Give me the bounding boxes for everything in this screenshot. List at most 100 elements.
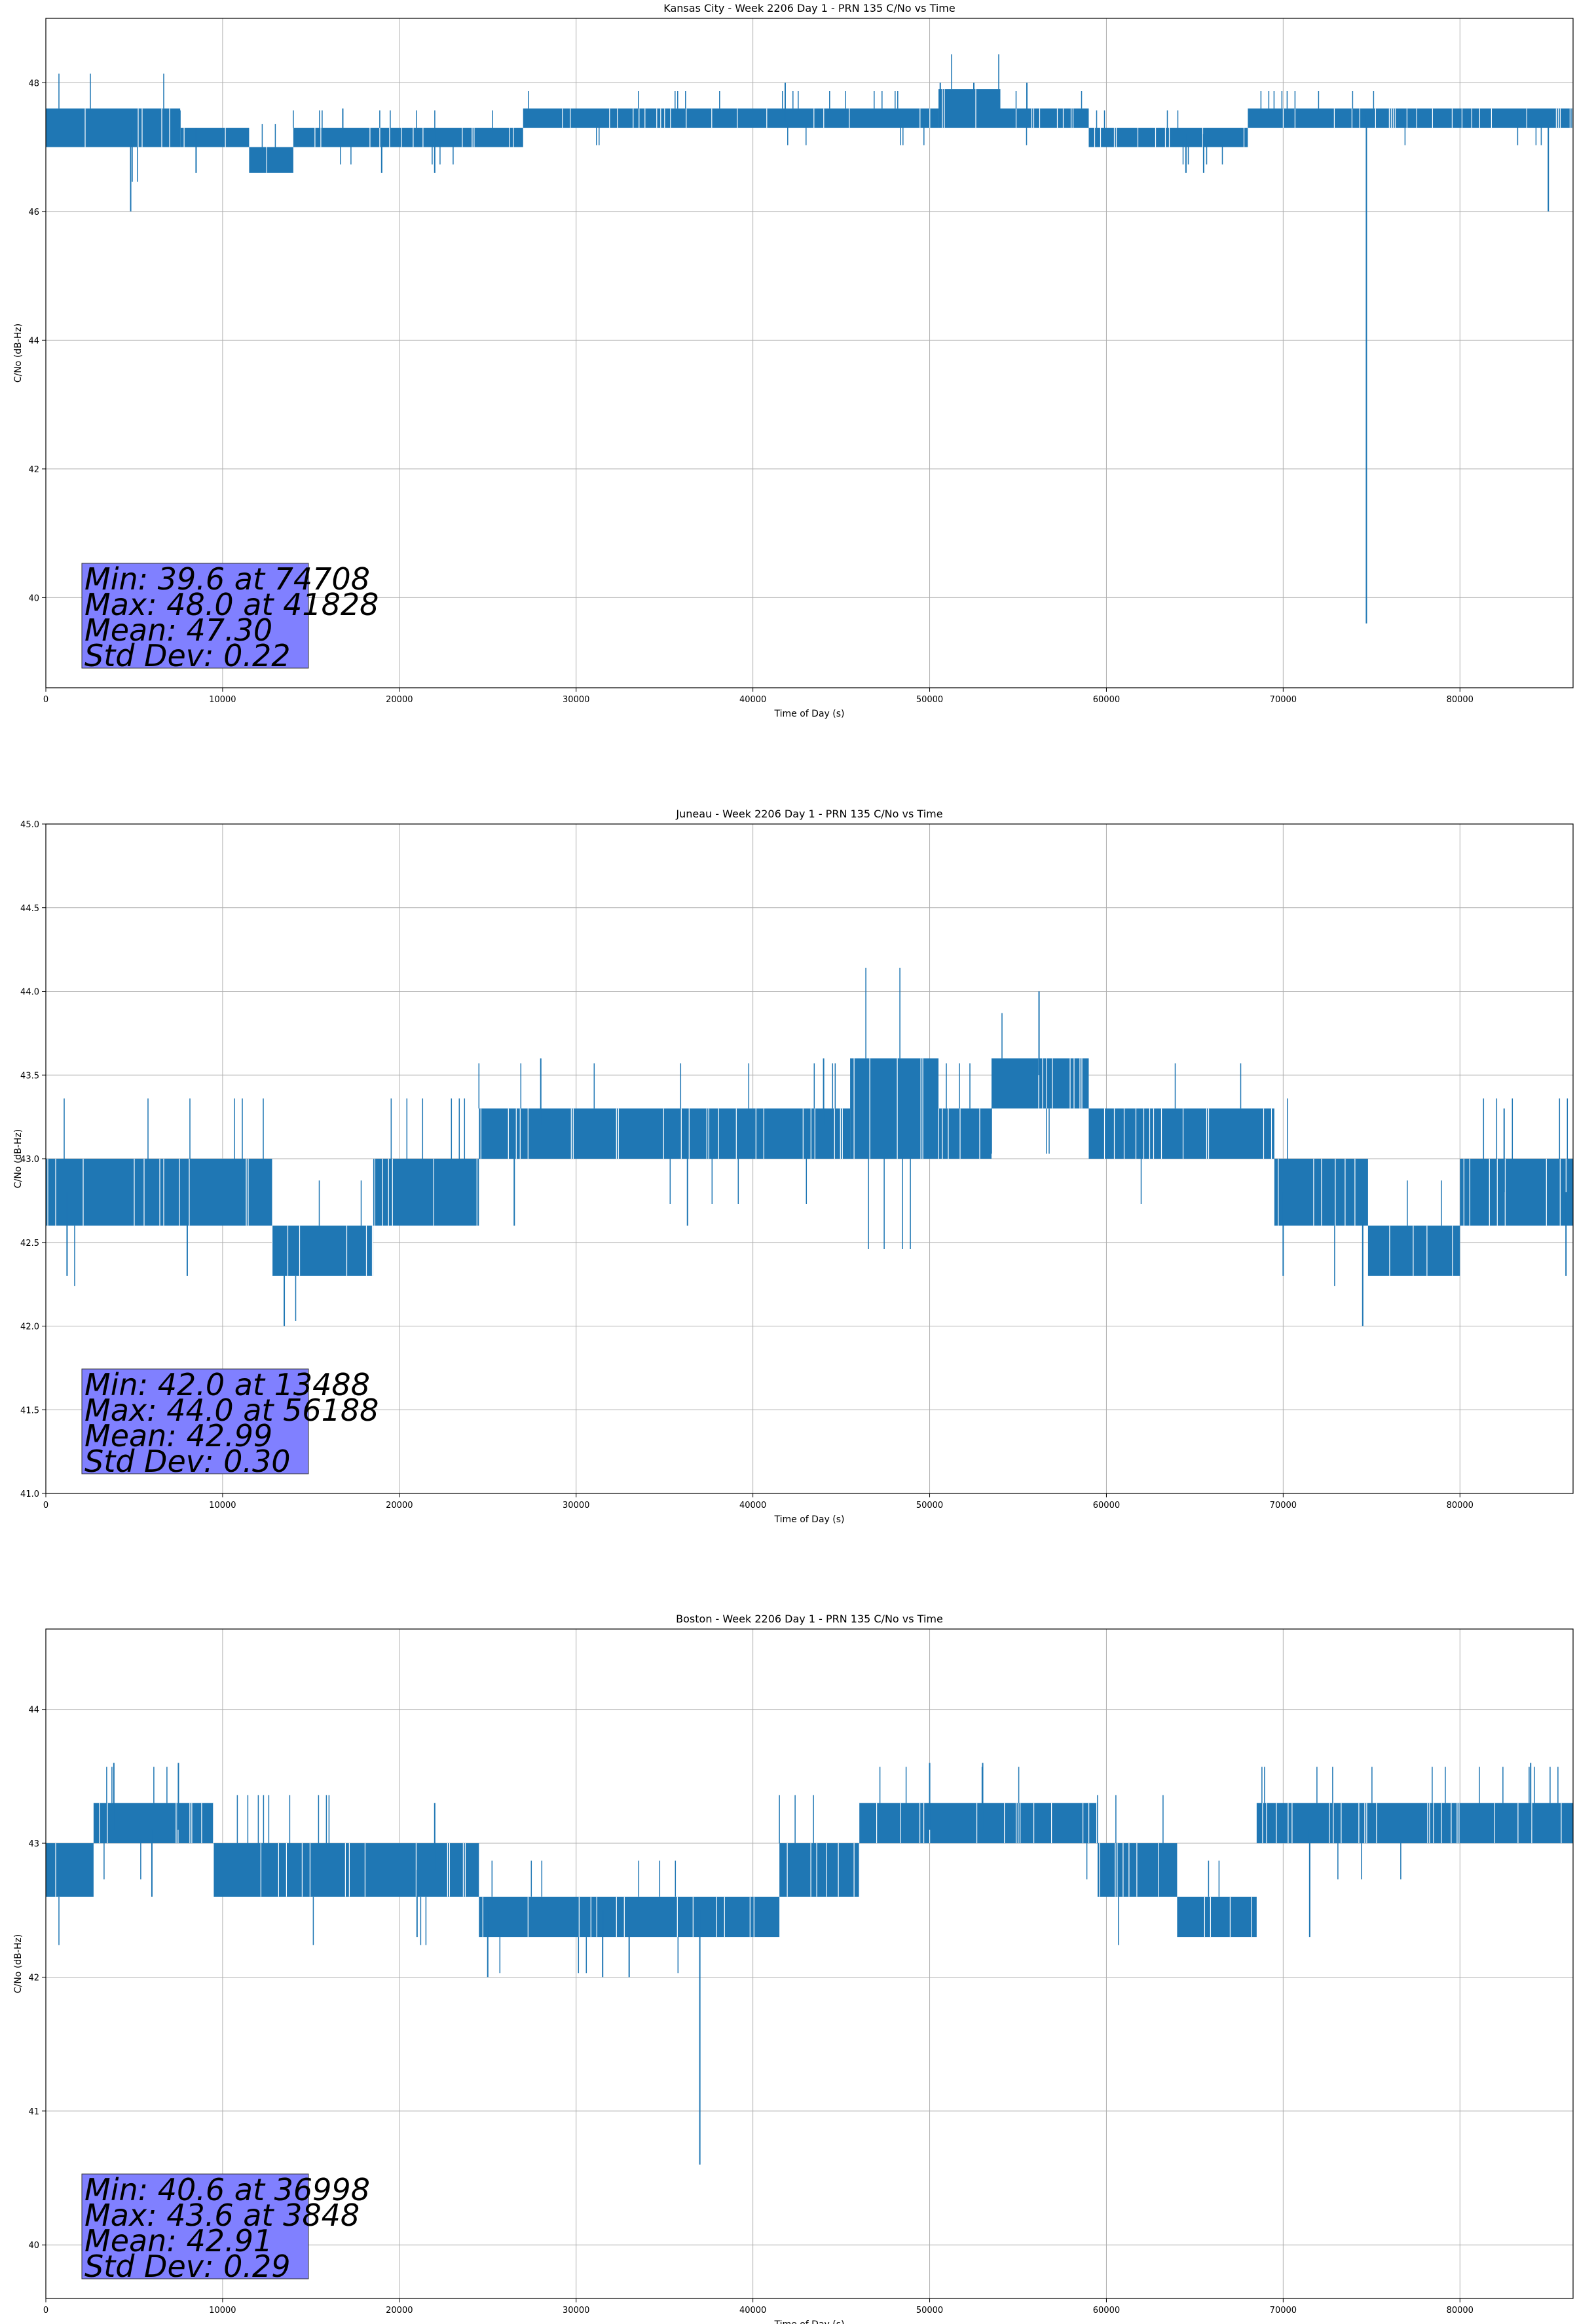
series-band <box>1000 108 1089 128</box>
x-tick-label: 10000 <box>209 2306 236 2315</box>
series-band <box>859 1803 1098 1844</box>
stats-line: Std Dev: 0.22 <box>84 638 291 673</box>
series-gap <box>562 108 931 128</box>
series-band <box>46 1159 272 1226</box>
y-tick-label: 43.5 <box>20 1071 39 1081</box>
series-gap <box>183 128 226 147</box>
x-tick-label: 70000 <box>1270 1501 1297 1510</box>
y-tick-label: 42.5 <box>20 1239 39 1248</box>
series-excursion <box>1407 1180 1442 1226</box>
x-tick-label: 80000 <box>1447 1501 1474 1510</box>
series-excursion <box>1096 110 1223 165</box>
y-tick-label: 41 <box>28 2107 39 2117</box>
x-tick-label: 50000 <box>916 2306 943 2315</box>
series-band <box>249 147 293 173</box>
chart-panel: 0 10000 20000 30000 40000 50000 60000 70000 8000… <box>13 1613 1574 2324</box>
x-tick-label: 0 <box>43 695 48 705</box>
series-band <box>93 1803 214 1844</box>
y-axis-label: C/No (dB-Hz) <box>13 324 24 383</box>
x-tick-label: 60000 <box>1093 1501 1120 1510</box>
series-gap <box>787 1843 855 1897</box>
stats-line: Min: 39.6 at 74708 <box>84 561 370 597</box>
axes-frame <box>45 1628 1574 2299</box>
x-tick-label: 80000 <box>1447 695 1474 705</box>
x-tick-label: 30000 <box>563 1501 589 1510</box>
x-axis-label: Time of Day (s) <box>774 1514 845 1525</box>
stats-box <box>81 1368 309 1474</box>
series-gap <box>1389 1226 1453 1276</box>
stats-line: Std Dev: 0.29 <box>84 2249 291 2284</box>
series-band <box>293 128 523 147</box>
series-excursion <box>1483 1098 1568 1159</box>
series-gap <box>1015 108 1074 128</box>
stats-line: Mean: 47.30 <box>84 612 272 648</box>
series-excursion <box>58 73 164 182</box>
series-gap <box>853 1058 923 1159</box>
y-tick-label: 43 <box>28 1839 39 1849</box>
axes-frame <box>45 823 1574 1494</box>
y-tick-label: 44 <box>28 336 39 346</box>
series-excursion <box>478 1063 836 1204</box>
series-band <box>1097 1843 1178 1897</box>
stats-line: Max: 43.6 at 3848 <box>84 2198 360 2233</box>
series-band <box>1367 1226 1460 1276</box>
series-band <box>938 89 1001 128</box>
series-gap <box>47 1159 249 1226</box>
series-excursion <box>1097 1795 1164 1945</box>
series-gap <box>1463 1159 1567 1226</box>
series-band <box>479 1108 851 1159</box>
series-line <box>46 1763 1573 2165</box>
y-tick-label: 40 <box>28 593 39 603</box>
series-band <box>938 1108 992 1159</box>
series-gap <box>1262 1803 1562 1844</box>
series-excursion <box>1260 91 1542 145</box>
series-excursion <box>64 1098 264 1286</box>
chart-title: Boston - Week 2206 Day 1 - PRN 135 C/No … <box>676 1613 943 1625</box>
series-band <box>1088 128 1248 147</box>
series-excursion <box>1140 1063 1242 1204</box>
series-excursion <box>528 91 925 145</box>
y-tick-label: 44.5 <box>20 904 39 914</box>
series-band <box>850 1058 939 1159</box>
y-tick-label: 42 <box>28 1973 39 1983</box>
series-gap <box>1204 1896 1252 1938</box>
chart-panel: 0 10000 20000 30000 40000 50000 60000 70000 8000… <box>13 2 1574 719</box>
series-excursion <box>261 124 276 147</box>
stats-line: Min: 40.6 at 36998 <box>84 2172 370 2207</box>
x-axis-label: Time of Day (s) <box>774 709 845 719</box>
series-band <box>992 1058 1089 1109</box>
x-tick-label: 50000 <box>916 695 943 705</box>
series-gap <box>260 1843 466 1897</box>
series-gap <box>480 1108 843 1159</box>
series-gap <box>314 128 514 147</box>
series-band <box>523 108 939 128</box>
series-gap <box>1104 1108 1272 1159</box>
series-gap <box>1094 128 1245 147</box>
x-tick-label: 0 <box>43 2306 48 2315</box>
series-band <box>46 108 181 147</box>
x-tick-label: 60000 <box>1093 695 1120 705</box>
series-excursion <box>103 1767 168 1880</box>
chart-panel: 0 10000 20000 30000 40000 50000 60000 70000 8000… <box>13 808 1574 1525</box>
series-gap <box>1278 1159 1356 1226</box>
series-band <box>1460 1159 1573 1226</box>
y-tick-label: 44 <box>28 1706 39 1715</box>
x-tick-label: 10000 <box>209 695 236 705</box>
y-tick-label: 41.0 <box>20 1490 39 1499</box>
series-band <box>779 1843 859 1897</box>
stats-box <box>81 2173 309 2279</box>
series-excursion <box>1015 91 1083 145</box>
x-tick-label: 20000 <box>386 695 413 705</box>
x-tick-label: 30000 <box>563 2306 589 2315</box>
series-band <box>272 1226 373 1276</box>
x-tick-label: 50000 <box>916 1501 943 1510</box>
series-excursion <box>295 1180 362 1321</box>
y-tick-label: 41.5 <box>20 1406 39 1415</box>
series-gap <box>271 1226 373 1276</box>
series-gap <box>372 1159 477 1226</box>
y-axis-label: C/No (dB-Hz) <box>13 1129 24 1188</box>
stats-line: Std Dev: 0.30 <box>84 1444 291 1479</box>
stats-line: Max: 48.0 at 41828 <box>84 587 379 622</box>
series-band <box>1248 108 1573 128</box>
